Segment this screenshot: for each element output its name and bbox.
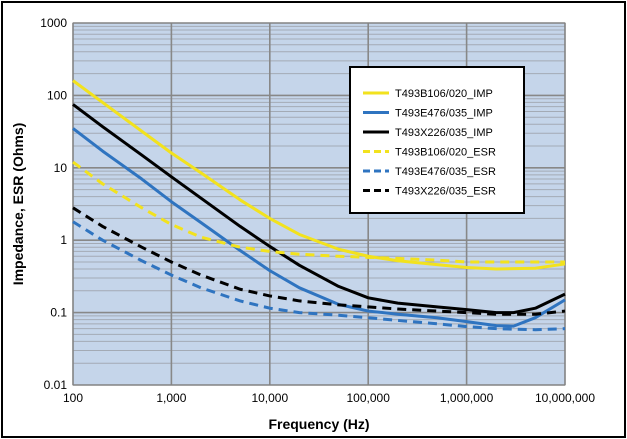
x-tick-label: 1,000,000: [440, 391, 494, 405]
legend: T493B106/020_IMP T493E476/035_IMP T493X226…: [349, 66, 525, 214]
legend-label: T493X226/035_IMP: [395, 127, 493, 139]
y-tick-label: 1000: [40, 16, 67, 30]
legend-label: T493E476/035_IMP: [395, 108, 493, 120]
tick-labels: 100 1,000 10,000 100,000 1,000,000 10,000,000…: [40, 16, 595, 405]
legend-box: [349, 66, 525, 214]
chart: 100 1,000 10,000 100,000 1,000,000 10,000,000…: [10, 16, 595, 432]
series-layer: [72, 79, 566, 332]
series-line: [72, 206, 566, 316]
x-axis-title: Frequency (Hz): [268, 416, 369, 432]
x-tick-label: 10,000,000: [535, 391, 595, 405]
y-tick-label: 0.01: [44, 378, 68, 392]
y-tick-label: 10: [54, 161, 68, 175]
series-line: [72, 103, 566, 315]
plot-border: [72, 22, 566, 386]
x-tick-label: 1,000: [156, 391, 186, 405]
y-tick-label: 1: [60, 233, 67, 247]
legend-label: T493B106/020_ESR: [395, 147, 496, 159]
x-tick-label: 100,000: [347, 391, 391, 405]
legend-label: T493E476/035_ESR: [395, 166, 496, 178]
y-axis-title: Impedance, ESR (Ohms): [10, 123, 26, 286]
x-tick-label: 10,000: [251, 391, 288, 405]
x-tick-label: 100: [63, 391, 83, 405]
y-tick-label: 100: [47, 88, 67, 102]
legend-label: T493X226/035_ESR: [395, 186, 496, 198]
series-line: [72, 79, 566, 271]
y-tick-label: 0.1: [50, 306, 67, 320]
legend-label: T493B106/020_IMP: [395, 88, 493, 100]
series-line: [72, 220, 566, 332]
